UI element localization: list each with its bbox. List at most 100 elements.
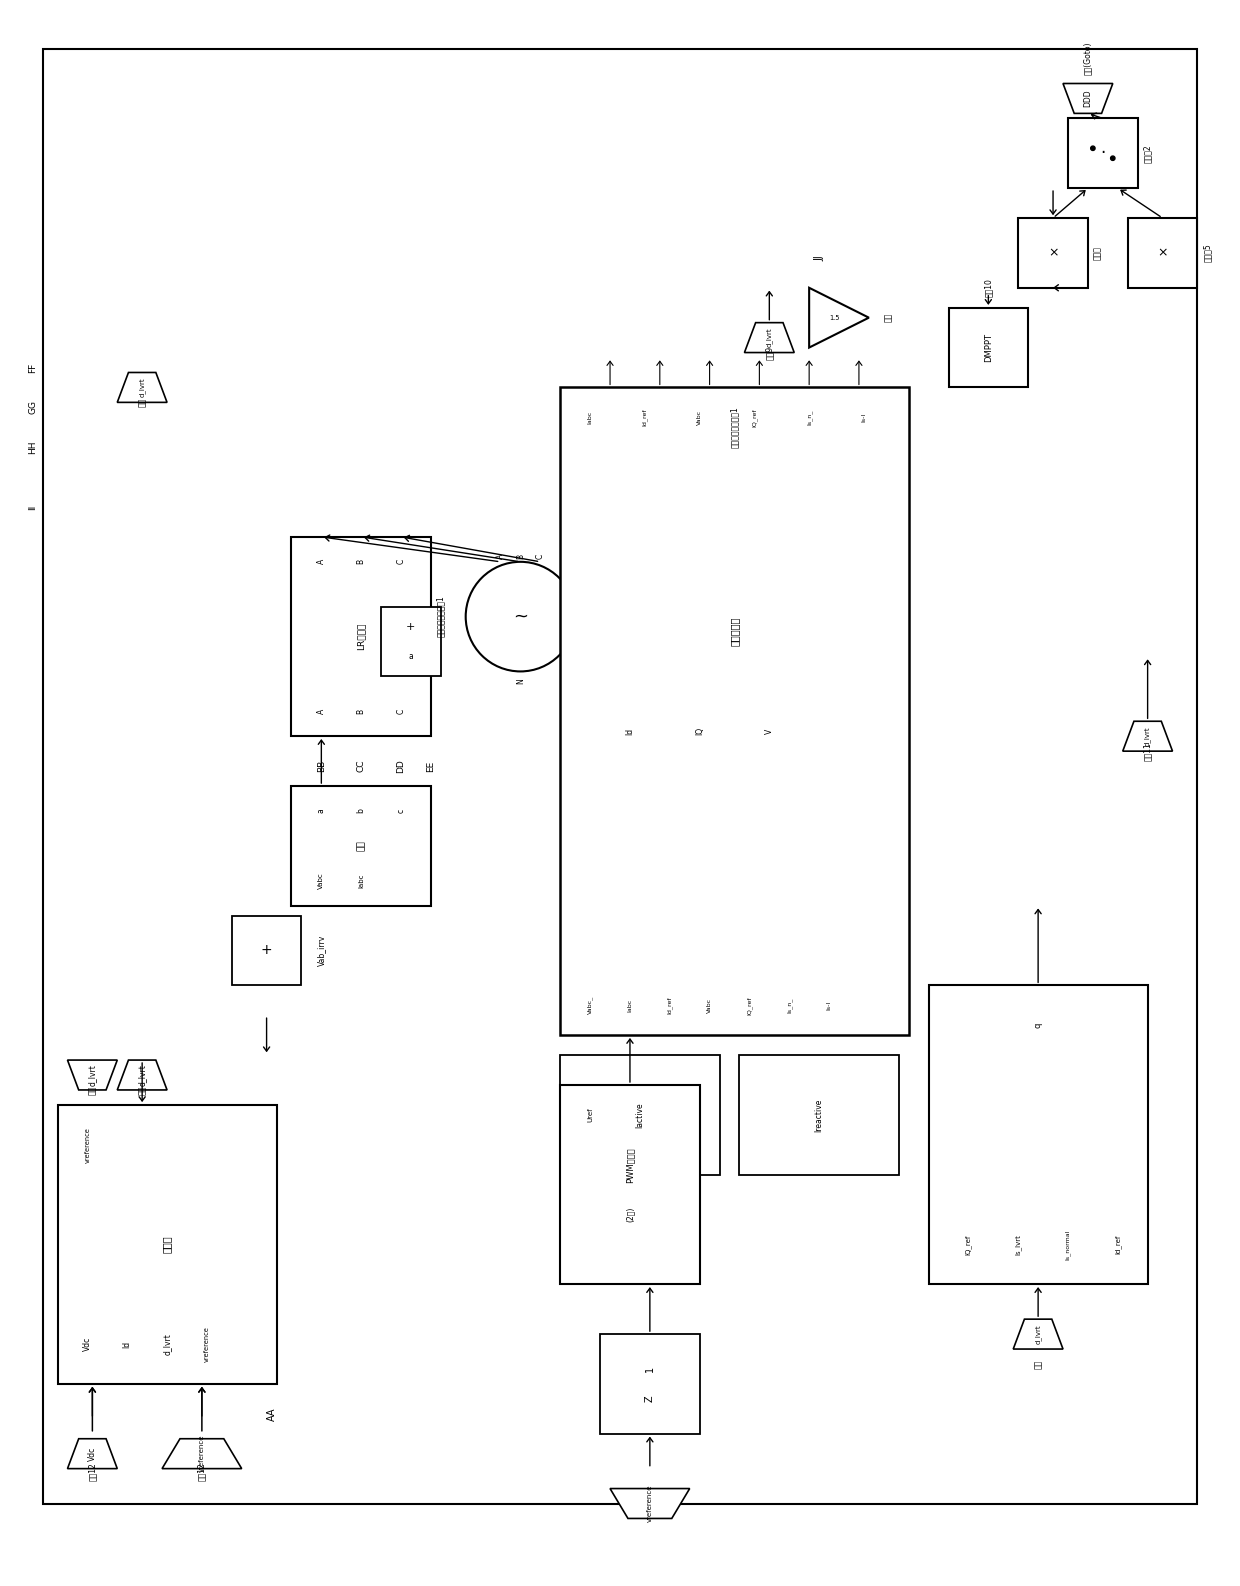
Text: C: C bbox=[536, 554, 544, 560]
Text: 子系统: 子系统 bbox=[162, 1235, 172, 1253]
Text: ×: × bbox=[1048, 246, 1058, 260]
Polygon shape bbox=[118, 1059, 167, 1090]
Text: d_lvrt: d_lvrt bbox=[162, 1334, 171, 1354]
Text: DMPPT: DMPPT bbox=[983, 333, 993, 362]
Text: IQ_ref: IQ_ref bbox=[746, 996, 753, 1015]
Bar bbox=[929, 985, 1148, 1285]
Text: DDD: DDD bbox=[1084, 90, 1092, 108]
Text: 校准: 校准 bbox=[884, 312, 893, 322]
Text: FF: FF bbox=[29, 362, 37, 373]
Text: Is_n_: Is_n_ bbox=[806, 409, 812, 425]
Text: 电压调节器: 电压调节器 bbox=[729, 617, 739, 646]
Text: Iactive: Iactive bbox=[635, 1102, 645, 1128]
Text: ×: × bbox=[1157, 246, 1168, 260]
Text: Is-l: Is-l bbox=[862, 412, 867, 422]
Polygon shape bbox=[1122, 722, 1173, 752]
Text: Vabc: Vabc bbox=[697, 409, 702, 425]
Text: 测量: 测量 bbox=[357, 841, 366, 852]
Text: d_lvrt: d_lvrt bbox=[139, 377, 145, 396]
Text: vreference: vreference bbox=[203, 1326, 210, 1362]
Text: 转到(Goto): 转到(Goto) bbox=[1084, 41, 1092, 75]
Text: 三相可编程电压源1: 三相可编程电压源1 bbox=[730, 406, 739, 449]
Text: ·: · bbox=[1100, 144, 1105, 162]
Bar bbox=[291, 538, 430, 736]
Text: Vdc: Vdc bbox=[88, 1446, 97, 1461]
Text: LR过滤器: LR过滤器 bbox=[357, 623, 366, 650]
Polygon shape bbox=[67, 1439, 118, 1469]
Text: d_lvrt: d_lvrt bbox=[1145, 726, 1151, 745]
Text: Id_ref: Id_ref bbox=[1115, 1235, 1121, 1255]
Text: (2级): (2级) bbox=[625, 1207, 635, 1223]
Text: 乘法器5: 乘法器5 bbox=[1203, 244, 1211, 262]
Text: 三相可编程电压源1: 三相可编程电压源1 bbox=[436, 596, 445, 638]
Text: d_lvrt: d_lvrt bbox=[1034, 1324, 1042, 1343]
Text: d_lvrt: d_lvrt bbox=[88, 1064, 97, 1086]
Bar bbox=[739, 1055, 899, 1175]
Text: vreference: vreference bbox=[647, 1484, 653, 1523]
Bar bbox=[57, 1105, 277, 1385]
Text: IQ_ref: IQ_ref bbox=[965, 1234, 972, 1255]
Text: Is-l: Is-l bbox=[827, 1001, 832, 1010]
Text: 1: 1 bbox=[645, 1366, 655, 1372]
Text: Id: Id bbox=[625, 728, 635, 734]
Text: A: A bbox=[317, 709, 326, 714]
Text: A: A bbox=[496, 554, 505, 560]
Polygon shape bbox=[67, 1059, 118, 1090]
Text: q: q bbox=[1034, 1023, 1043, 1028]
Text: Is_normal: Is_normal bbox=[1065, 1229, 1071, 1259]
Polygon shape bbox=[744, 322, 794, 352]
Text: Vabc: Vabc bbox=[319, 872, 325, 890]
Bar bbox=[291, 787, 430, 906]
Text: BB: BB bbox=[317, 760, 326, 772]
Polygon shape bbox=[610, 1489, 689, 1518]
Text: d_lvrt: d_lvrt bbox=[766, 328, 773, 347]
Text: JJ: JJ bbox=[815, 255, 825, 260]
Bar bbox=[1068, 119, 1137, 189]
Text: Ireactive: Ireactive bbox=[815, 1098, 823, 1131]
Text: 1.5: 1.5 bbox=[828, 314, 839, 320]
Text: Iabc: Iabc bbox=[358, 874, 365, 888]
Text: Z: Z bbox=[645, 1396, 655, 1402]
Text: +: + bbox=[260, 944, 273, 958]
Bar bbox=[232, 915, 301, 985]
Bar bbox=[1018, 217, 1087, 287]
Text: CC: CC bbox=[357, 760, 366, 772]
Text: c: c bbox=[397, 809, 405, 814]
Text: Iabc: Iabc bbox=[627, 999, 632, 1012]
Bar bbox=[381, 607, 440, 676]
Text: B: B bbox=[516, 554, 525, 560]
Text: Iabc: Iabc bbox=[588, 411, 593, 423]
Polygon shape bbox=[162, 1439, 242, 1469]
Polygon shape bbox=[1013, 1320, 1063, 1350]
Text: 来自12: 来自12 bbox=[88, 1462, 97, 1481]
Text: Vabc: Vabc bbox=[707, 998, 712, 1013]
Text: 来自: 来自 bbox=[88, 1085, 97, 1094]
Polygon shape bbox=[1063, 84, 1112, 113]
Text: a: a bbox=[317, 809, 326, 814]
Text: a: a bbox=[408, 652, 413, 661]
Text: 来自12: 来自12 bbox=[197, 1462, 206, 1481]
Text: Id_ref: Id_ref bbox=[667, 996, 672, 1013]
Text: 来自: 来自 bbox=[138, 1085, 146, 1094]
Text: ~: ~ bbox=[513, 607, 528, 625]
Text: b: b bbox=[357, 809, 366, 814]
Text: Is_lvrt: Is_lvrt bbox=[1014, 1234, 1022, 1255]
Text: 来自: 来自 bbox=[138, 398, 146, 408]
Bar bbox=[949, 308, 1028, 387]
Text: Vdc: Vdc bbox=[83, 1337, 92, 1351]
Text: Is_n_: Is_n_ bbox=[786, 998, 792, 1013]
Text: B: B bbox=[357, 709, 366, 714]
Bar bbox=[560, 387, 909, 1036]
Text: 加法器2: 加法器2 bbox=[1143, 144, 1152, 162]
Polygon shape bbox=[810, 287, 869, 347]
Text: EE: EE bbox=[427, 760, 435, 772]
Text: AA: AA bbox=[267, 1407, 277, 1421]
Text: IQ: IQ bbox=[696, 726, 704, 736]
Text: 来自10: 来自10 bbox=[983, 278, 993, 297]
Text: vreference: vreference bbox=[84, 1126, 91, 1163]
Text: C: C bbox=[397, 560, 405, 565]
Text: B: B bbox=[357, 560, 366, 565]
Text: d_lvrt: d_lvrt bbox=[138, 1064, 146, 1086]
Text: 来自11: 来自11 bbox=[1143, 742, 1152, 761]
Circle shape bbox=[1111, 155, 1115, 160]
